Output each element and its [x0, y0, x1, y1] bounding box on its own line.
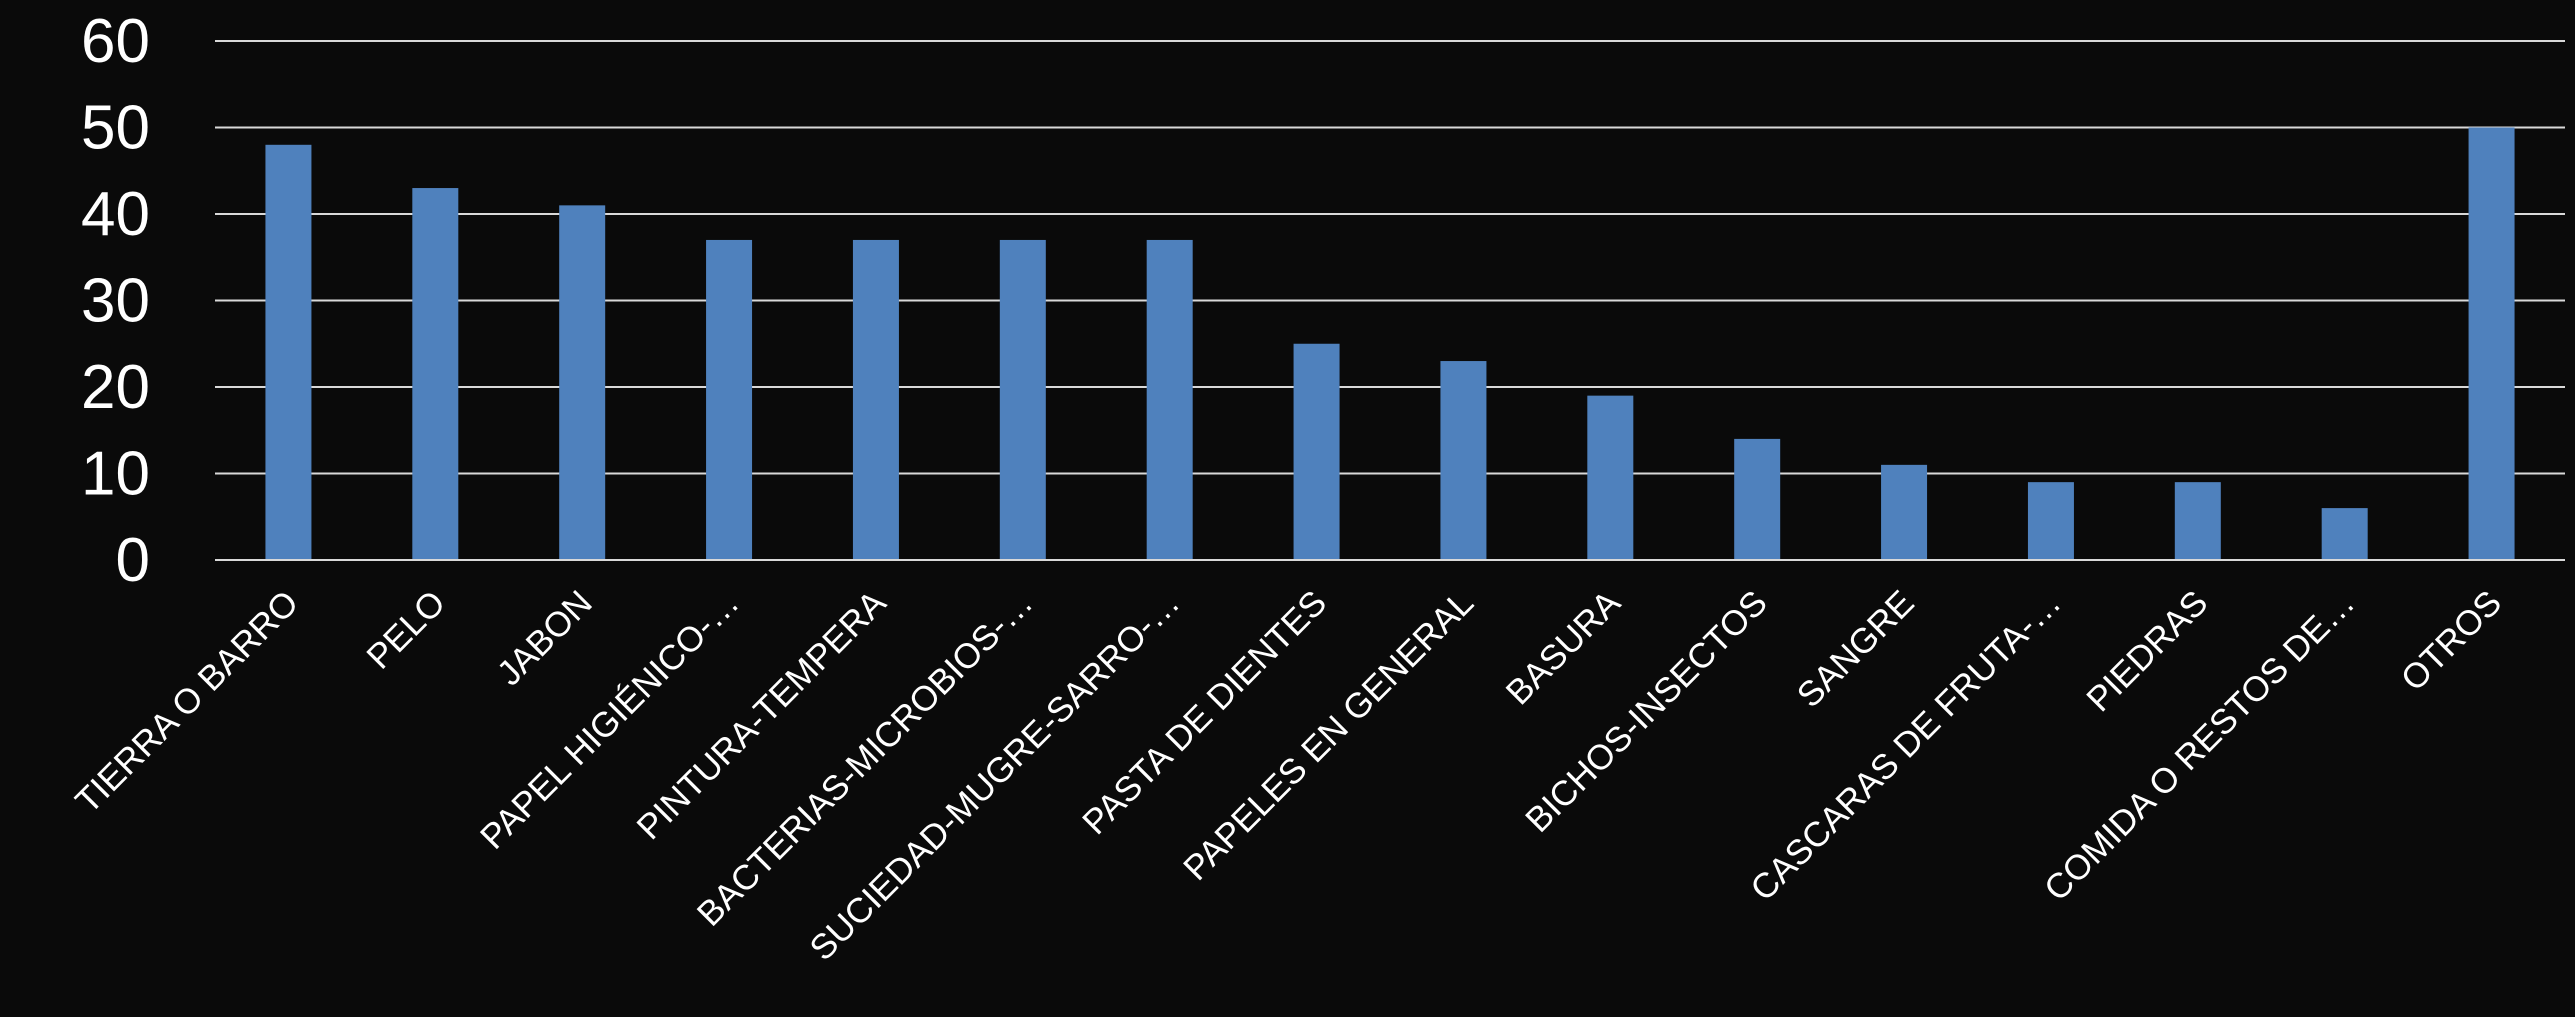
x-tick-label: CASCARAS DE FRUTA-… — [1743, 583, 2069, 909]
bar — [2027, 482, 2074, 560]
x-tick-label: BASURA — [1499, 583, 1629, 713]
bar — [412, 188, 459, 561]
x-tick-label: JABON — [490, 583, 600, 693]
bar — [1293, 343, 1340, 560]
y-axis-tick-labels: 0 10 20 30 40 50 60 — [81, 7, 150, 595]
bar — [1734, 438, 1781, 560]
x-tick-label: BICHOS-INSECTOS — [1518, 583, 1775, 840]
bar — [265, 144, 312, 561]
gridlines — [215, 40, 2565, 475]
y-tick-label: 60 — [81, 7, 150, 76]
x-tick-label: PAPEL HIGIÉNICO-… — [473, 583, 747, 857]
y-tick-label: 0 — [116, 526, 150, 595]
bar — [2468, 127, 2515, 560]
x-tick-label: PAPELES EN GENERAL — [1176, 583, 1481, 888]
bar — [1881, 464, 1928, 560]
x-tick-label: PELO — [359, 583, 453, 677]
bars — [265, 127, 2515, 561]
bar — [2321, 508, 2368, 560]
bar — [1587, 395, 1634, 560]
y-tick-label: 20 — [81, 353, 150, 422]
y-tick-label: 30 — [81, 267, 150, 336]
x-tick-label: TIERRA O BARRO — [68, 583, 306, 821]
bar — [999, 239, 1046, 560]
bar — [1440, 361, 1487, 560]
bar — [559, 205, 606, 560]
x-tick-label: OTROS — [2394, 583, 2510, 699]
bar — [2174, 482, 2221, 560]
bar — [1146, 239, 1193, 560]
x-tick-label: SANGRE — [1790, 583, 1922, 715]
x-tick-label: PIEDRAS — [2079, 583, 2215, 719]
y-tick-label: 50 — [81, 94, 150, 163]
x-tick-label: PINTURA-TEMPERA — [630, 583, 895, 848]
bar — [706, 239, 753, 560]
y-tick-label: 40 — [81, 180, 150, 249]
bar — [852, 239, 899, 560]
y-tick-label: 10 — [81, 440, 150, 509]
x-tick-label: PASTA DE DIENTES — [1075, 583, 1334, 842]
x-tick-label: COMIDA O RESTOS DE… — [2037, 583, 2363, 909]
